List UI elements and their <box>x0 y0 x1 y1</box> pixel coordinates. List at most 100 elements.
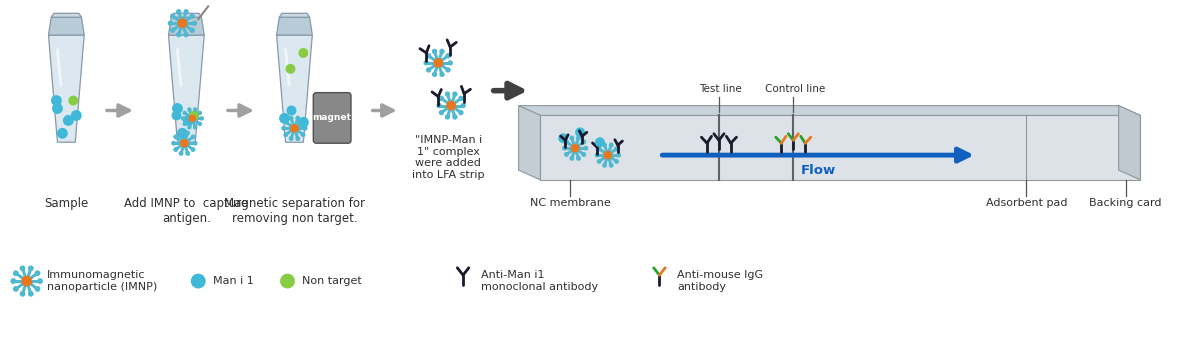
Circle shape <box>617 153 621 157</box>
Circle shape <box>52 103 63 114</box>
Polygon shape <box>51 13 82 17</box>
Circle shape <box>298 117 309 128</box>
Circle shape <box>595 137 605 147</box>
Circle shape <box>28 292 33 296</box>
Circle shape <box>301 120 305 124</box>
Circle shape <box>290 137 293 140</box>
Text: magnet: magnet <box>313 113 351 122</box>
Circle shape <box>28 266 33 270</box>
Text: Non target: Non target <box>303 276 362 286</box>
Circle shape <box>280 274 296 289</box>
Circle shape <box>440 49 444 53</box>
Polygon shape <box>279 13 310 17</box>
Circle shape <box>558 133 569 143</box>
Text: Control line: Control line <box>765 83 825 94</box>
Circle shape <box>565 153 569 156</box>
Text: Adsorbent pad: Adsorbent pad <box>986 198 1067 208</box>
Circle shape <box>453 115 457 119</box>
Circle shape <box>447 101 456 111</box>
Circle shape <box>170 14 175 18</box>
Circle shape <box>437 103 441 107</box>
Text: Test line: Test line <box>700 83 742 94</box>
Circle shape <box>20 292 25 296</box>
Circle shape <box>174 148 177 151</box>
Circle shape <box>14 287 18 291</box>
FancyBboxPatch shape <box>313 93 351 143</box>
Circle shape <box>433 72 436 76</box>
Circle shape <box>177 128 188 139</box>
Circle shape <box>286 105 297 116</box>
Text: Anti-mouse IgG
antibody: Anti-mouse IgG antibody <box>677 270 764 292</box>
Text: NC membrane: NC membrane <box>530 198 611 208</box>
Circle shape <box>440 72 444 76</box>
Circle shape <box>453 92 457 96</box>
Circle shape <box>563 146 566 150</box>
Polygon shape <box>1118 106 1141 180</box>
Circle shape <box>183 115 194 126</box>
Circle shape <box>184 10 188 14</box>
Circle shape <box>290 116 293 120</box>
Circle shape <box>615 147 618 150</box>
Circle shape <box>446 115 449 119</box>
Circle shape <box>446 68 450 72</box>
Circle shape <box>35 271 40 275</box>
Circle shape <box>576 127 585 137</box>
Circle shape <box>284 120 287 124</box>
Circle shape <box>459 111 463 115</box>
Circle shape <box>610 164 613 167</box>
Circle shape <box>170 28 175 32</box>
Circle shape <box>603 143 606 147</box>
Circle shape <box>190 14 194 18</box>
Circle shape <box>433 49 436 53</box>
Circle shape <box>279 113 290 124</box>
Circle shape <box>14 271 18 275</box>
Circle shape <box>176 10 181 14</box>
Circle shape <box>186 131 189 135</box>
Circle shape <box>20 266 25 270</box>
Circle shape <box>171 142 175 145</box>
Circle shape <box>174 135 177 139</box>
Circle shape <box>176 33 181 37</box>
Circle shape <box>459 96 463 100</box>
Circle shape <box>427 54 430 58</box>
Text: Backing card: Backing card <box>1090 198 1162 208</box>
Circle shape <box>188 126 191 129</box>
Circle shape <box>570 156 573 160</box>
Text: Flow: Flow <box>800 164 836 177</box>
Circle shape <box>604 151 612 160</box>
Circle shape <box>424 61 428 65</box>
Circle shape <box>35 287 40 291</box>
Circle shape <box>200 117 203 120</box>
Circle shape <box>194 126 196 129</box>
Circle shape <box>180 152 183 155</box>
Circle shape <box>577 136 580 140</box>
Circle shape <box>57 128 67 139</box>
Circle shape <box>570 136 573 140</box>
Circle shape <box>286 64 296 74</box>
Circle shape <box>565 140 569 144</box>
Circle shape <box>180 139 189 148</box>
Circle shape <box>448 61 453 65</box>
Polygon shape <box>169 35 204 142</box>
Circle shape <box>597 160 600 163</box>
Circle shape <box>194 142 197 145</box>
Circle shape <box>184 33 188 37</box>
Polygon shape <box>540 116 1141 180</box>
Circle shape <box>298 48 309 58</box>
Polygon shape <box>48 35 84 142</box>
Circle shape <box>461 103 466 107</box>
Circle shape <box>603 164 606 167</box>
Circle shape <box>183 122 187 125</box>
Text: Man i 1: Man i 1 <box>213 276 254 286</box>
Circle shape <box>189 111 200 120</box>
Circle shape <box>284 133 287 136</box>
Text: Magnetic separation for
removing non target.: Magnetic separation for removing non tar… <box>223 197 365 225</box>
Circle shape <box>188 108 191 111</box>
Circle shape <box>190 28 194 32</box>
Circle shape <box>296 116 299 120</box>
Circle shape <box>199 122 201 125</box>
Circle shape <box>446 92 449 96</box>
Circle shape <box>596 153 599 157</box>
Circle shape <box>194 108 196 111</box>
Circle shape <box>171 111 181 120</box>
